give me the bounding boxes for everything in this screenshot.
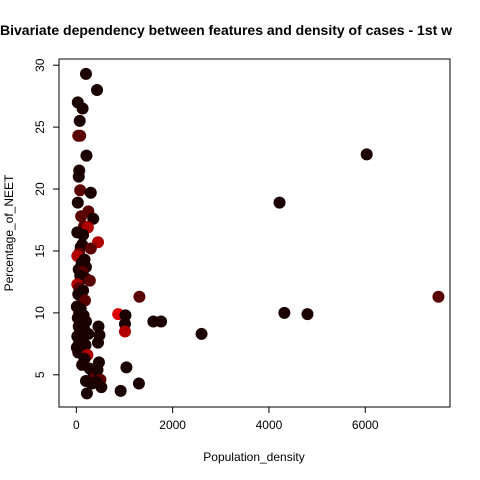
data-point: [77, 228, 90, 241]
data-point: [133, 290, 146, 303]
data-point: [87, 212, 100, 225]
y-axis-label: Percentage_of_NEET: [2, 174, 16, 291]
data-point: [360, 148, 373, 161]
data-point: [195, 327, 208, 340]
data-point: [79, 67, 92, 80]
x-tick-label: 4000: [256, 418, 283, 432]
data-point: [84, 186, 97, 199]
data-point: [278, 306, 291, 319]
x-axis-label: Population_density: [203, 450, 304, 464]
data-point: [75, 210, 88, 223]
data-point: [92, 320, 105, 333]
data-point: [73, 114, 86, 127]
data-point: [432, 290, 445, 303]
data-point: [118, 325, 131, 338]
data-point: [71, 196, 84, 209]
data-point: [120, 361, 133, 374]
plot-frame: [58, 58, 451, 408]
x-tick-label: 0: [73, 418, 80, 432]
x-axis: 0 2000 4000 6000: [73, 406, 379, 432]
data-point: [132, 377, 145, 390]
data-point: [114, 384, 127, 397]
data-point: [83, 274, 96, 287]
data-point: [76, 102, 89, 115]
y-tick-label: 25: [33, 120, 47, 134]
data-point: [155, 315, 168, 328]
y-tick-label: 10: [33, 306, 47, 320]
data-point: [80, 387, 93, 400]
data-point: [91, 363, 104, 376]
data-point: [95, 381, 108, 394]
points-layer: [70, 67, 445, 400]
data-point: [119, 309, 132, 322]
chart-title: Bivariate dependency between features an…: [0, 22, 452, 38]
data-point: [91, 83, 104, 96]
y-tick-label: 5: [33, 371, 47, 378]
data-point: [84, 242, 97, 255]
y-axis: 5 10 15 20 25 30: [33, 58, 60, 378]
x-tick-label: 2000: [159, 418, 186, 432]
x-tick-label: 6000: [352, 418, 379, 432]
data-point: [92, 336, 105, 349]
y-tick-label: 20: [33, 182, 47, 196]
data-point: [273, 196, 286, 209]
data-point: [72, 129, 85, 142]
data-point: [80, 149, 93, 162]
data-point: [72, 170, 85, 183]
y-tick-label: 30: [33, 58, 47, 72]
y-tick-label: 15: [33, 244, 47, 258]
data-point: [301, 308, 314, 321]
data-point: [74, 184, 87, 197]
